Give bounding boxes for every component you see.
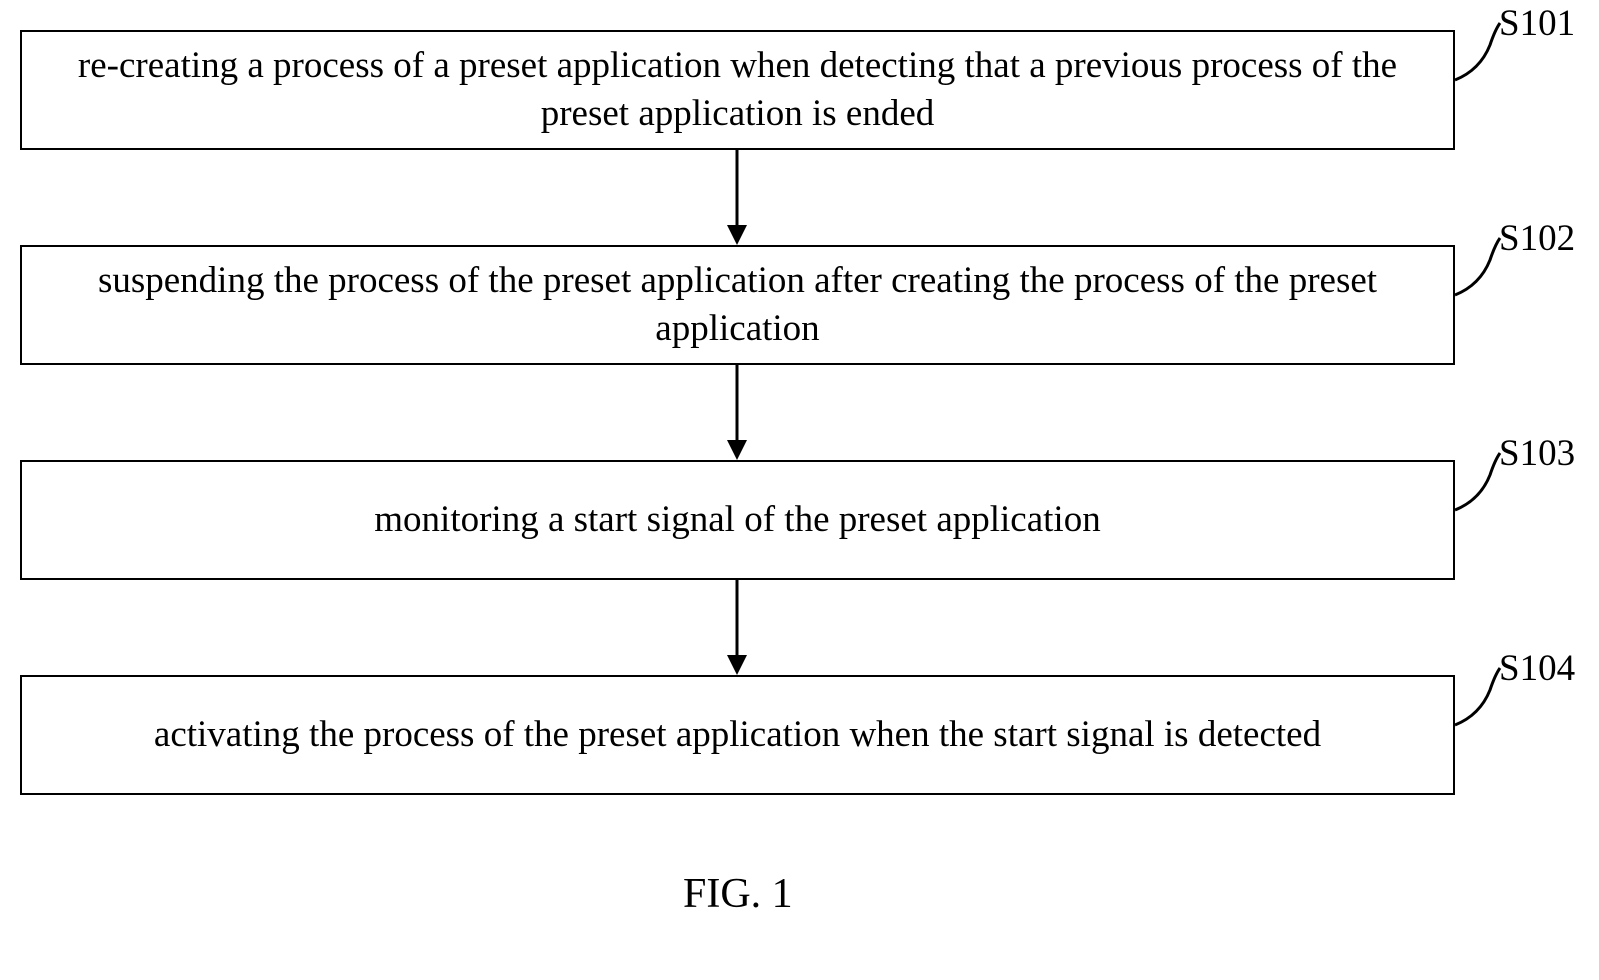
figure-caption: FIG. 1 — [683, 870, 793, 918]
flowchart-container: re-creating a process of a preset applic… — [0, 0, 1599, 980]
arrow-s103-s104 — [0, 0, 1599, 980]
